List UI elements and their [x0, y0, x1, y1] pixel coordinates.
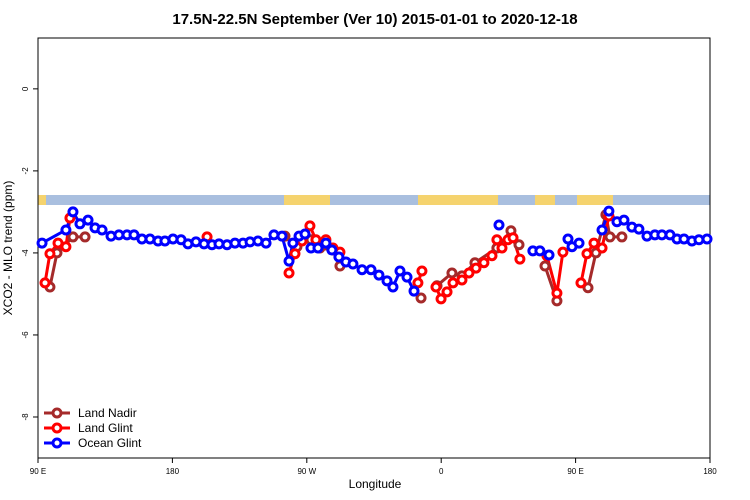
- y-tick-label: -4: [21, 249, 30, 257]
- data-point: [551, 287, 563, 299]
- legend-label: Land Nadir: [78, 406, 137, 420]
- data-point: [507, 232, 519, 244]
- x-tick-label: 90 E: [30, 467, 46, 476]
- data-point: [441, 286, 453, 298]
- data-point: [557, 246, 569, 258]
- data-point: [381, 275, 393, 287]
- data-point: [633, 223, 645, 235]
- y-tick-label: -6: [21, 331, 30, 339]
- data-point: [289, 248, 301, 260]
- x-tick-label: 0: [439, 467, 444, 476]
- x-axis-label: Longitude: [349, 477, 402, 491]
- x-tick-label: 180: [703, 467, 717, 476]
- data-point: [513, 239, 525, 251]
- legend-marker: [51, 437, 63, 449]
- data-point: [701, 233, 713, 245]
- data-point: [616, 231, 628, 243]
- y-tick-label: -2: [21, 167, 30, 175]
- data-point: [276, 230, 288, 242]
- y-axis-label: XCO2 - MLO trend (ppm): [1, 181, 15, 316]
- data-point: [470, 262, 482, 274]
- data-point: [287, 237, 299, 249]
- data-point: [604, 231, 616, 243]
- data-point: [299, 228, 311, 240]
- data-point: [408, 285, 420, 297]
- data-point: [486, 250, 498, 262]
- data-point: [573, 237, 585, 249]
- data-point: [596, 224, 608, 236]
- data-point: [96, 224, 108, 236]
- map-strip: [38, 195, 710, 205]
- y-tick-label: 0: [21, 86, 30, 91]
- data-point: [435, 293, 447, 305]
- x-tick-label: 90 W: [297, 467, 316, 476]
- data-point: [575, 277, 587, 289]
- data-point: [430, 281, 442, 293]
- data-point: [534, 245, 546, 257]
- data-point: [478, 257, 490, 269]
- data-point: [539, 260, 551, 272]
- data-point: [365, 264, 377, 276]
- legend-label: Ocean Glint: [78, 436, 142, 450]
- x-tick-label: 90 E: [567, 467, 583, 476]
- data-point: [36, 237, 48, 249]
- data-point: [401, 271, 413, 283]
- data-point: [394, 265, 406, 277]
- data-point: [416, 265, 428, 277]
- data-point: [581, 248, 593, 260]
- data-point: [603, 205, 615, 217]
- data-point: [588, 237, 600, 249]
- data-point: [312, 242, 324, 254]
- data-point: [562, 233, 574, 245]
- data-point: [514, 253, 526, 265]
- data-point: [596, 242, 608, 254]
- data-point: [320, 237, 332, 249]
- data-point: [618, 214, 630, 226]
- data-point: [491, 234, 503, 246]
- data-point: [456, 274, 468, 286]
- data-point: [67, 206, 79, 218]
- data-point: [447, 277, 459, 289]
- data-point: [79, 231, 91, 243]
- data-point: [128, 229, 140, 241]
- legend-marker: [51, 422, 63, 434]
- x-tick-label: 180: [166, 467, 180, 476]
- data-point: [283, 267, 295, 279]
- data-point: [347, 258, 359, 270]
- chart-title: 17.5N-22.5N September (Ver 10) 2015-01-0…: [172, 11, 577, 28]
- data-point: [260, 237, 272, 249]
- plot-frame: [37, 37, 711, 459]
- data-point: [60, 224, 72, 236]
- legend-marker: [51, 407, 63, 419]
- data-point: [60, 241, 72, 253]
- data-point: [387, 281, 399, 293]
- data-point: [496, 242, 508, 254]
- data-point: [446, 267, 458, 279]
- data-point: [326, 244, 338, 256]
- data-point: [543, 249, 555, 261]
- data-point: [415, 292, 427, 304]
- data-point: [82, 214, 94, 226]
- y-tick-label: -8: [21, 413, 30, 421]
- data-point: [412, 277, 424, 289]
- data-point: [333, 251, 345, 263]
- legend-label: Land Glint: [78, 421, 133, 435]
- data-point: [373, 269, 385, 281]
- data-point: [463, 267, 475, 279]
- data-point: [356, 264, 368, 276]
- data-point: [304, 220, 316, 232]
- data-point: [283, 255, 295, 267]
- data-point: [44, 248, 56, 260]
- data-point: [582, 282, 594, 294]
- data-point: [39, 277, 51, 289]
- data-point: [67, 231, 79, 243]
- data-point: [493, 219, 505, 231]
